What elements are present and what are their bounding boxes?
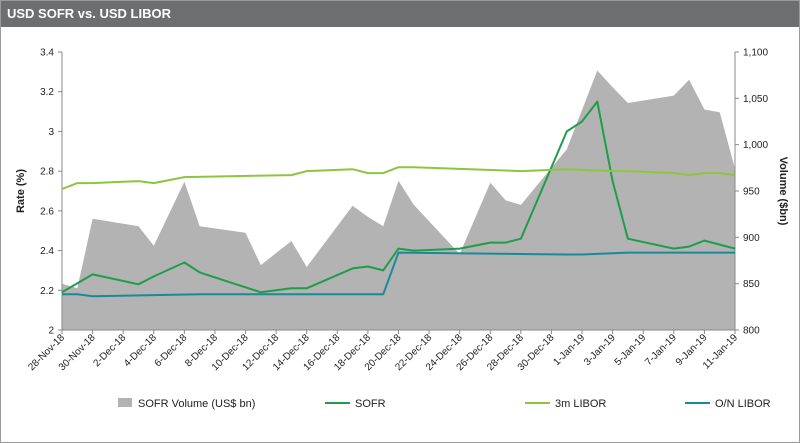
y-right-tick-label: 1,000 [743,140,768,151]
y-left-tick-label: 2.8 [40,167,54,178]
series-line-o-n-libor [62,251,735,298]
y-left-tick-label: 3.4 [40,48,54,59]
y-left-axis-title: Rate (%) [15,169,27,213]
y-right-axis-title: Volume ($bn) [777,157,789,226]
area-layer [62,70,735,330]
legend-swatch-sofr-volume-us-bn [118,398,132,407]
y-left-tick-label: 2 [48,326,54,337]
line-layer [61,100,736,298]
y-right-tick-label: 900 [743,233,760,244]
x-tick-label: 5-Jan-19 [613,332,649,368]
y-right-tick-label: 950 [743,187,760,198]
y-right-tick-label: 1,100 [743,48,768,59]
series-line-sofr [61,100,736,294]
y-left-tick-label: 3.2 [40,87,54,98]
legend-label-3m-libor: 3m LIBOR [555,398,606,410]
y-left-tick-label: 3 [48,127,54,138]
chart-title: USD SOFR vs. USD LIBOR [7,6,171,21]
x-tick-label: 7-Jan-19 [643,332,679,368]
y-left-tick-label: 2.4 [40,246,54,257]
legend-label-o-n-libor: O/N LIBOR [715,398,771,410]
x-tick-label: 1-Jan-19 [551,332,587,368]
series-line-3m-libor [61,166,736,190]
y-right-tick-label: 850 [743,279,760,290]
y-left-tick-label: 2.2 [40,286,54,297]
x-tick-label: 3-Jan-19 [582,332,618,368]
legend-label-sofr-volume-us-bn: SOFR Volume (US$ bn) [138,398,255,410]
y-right-tick-label: 1,050 [743,94,768,105]
series-area-sofr-volume-us-bn [62,70,735,330]
y-left-tick-label: 2.6 [40,206,54,217]
legend-label-sofr: SOFR [355,398,386,410]
y-right-tick-label: 800 [743,326,760,337]
title-bar: USD SOFR vs. USD LIBOR [1,1,799,27]
legend: SOFR Volume (US$ bn) SOFR 3m LIBOR O/N LIBO… [118,398,771,410]
axes-layer [58,51,739,334]
